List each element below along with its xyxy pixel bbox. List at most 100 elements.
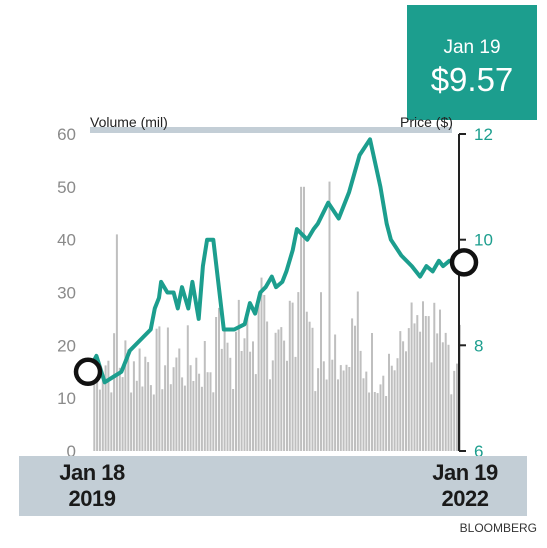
volume-bar [113, 333, 116, 451]
x-start-date: Jan 18 [59, 460, 125, 485]
volume-bar [390, 365, 393, 451]
volume-bar [311, 327, 314, 451]
volume-bar [169, 384, 172, 451]
volume-bar [263, 295, 266, 451]
right-tick-label: 8 [474, 336, 483, 355]
volume-bar [127, 349, 130, 451]
volume-bar [147, 362, 150, 451]
volume-bar [212, 392, 215, 451]
volume-bar [297, 292, 300, 451]
volume-bar [118, 367, 121, 451]
volume-bar [300, 186, 303, 452]
volume-bar [308, 321, 311, 451]
price-line [86, 137, 466, 385]
volume-bar [192, 381, 195, 451]
volume-bar [354, 325, 356, 451]
left-tick-label: 60 [57, 125, 76, 144]
volume-bar [93, 361, 96, 451]
volume-bar [107, 360, 110, 451]
volume-bar [342, 370, 345, 451]
volume-bar [314, 391, 317, 451]
volume-bar [246, 312, 249, 451]
volume-bar [200, 386, 203, 451]
volume-bar [365, 371, 368, 451]
x-axis-band [19, 456, 527, 516]
volume-bar [181, 377, 184, 451]
left-tick-label: 40 [57, 231, 76, 250]
volume-bar [334, 334, 337, 451]
volume-bar [405, 351, 407, 451]
volume-bar [396, 358, 399, 451]
volume-bar [453, 370, 456, 451]
left-tick-label: 20 [57, 336, 76, 355]
volume-bar [240, 351, 243, 451]
volume-bar [450, 394, 453, 451]
volume-bar [223, 328, 226, 451]
volume-bar [439, 309, 441, 451]
volume-bar [271, 360, 274, 451]
volume-bar [132, 361, 135, 451]
volume-bar [359, 350, 362, 451]
volume-bar [257, 296, 260, 451]
volume-bar [362, 378, 365, 451]
volume-bar [186, 325, 189, 451]
volume-bar [249, 351, 252, 451]
volume-bar [124, 340, 127, 451]
left-tick-label: 50 [57, 178, 76, 197]
volume-bar [149, 385, 152, 451]
volume-bar [226, 342, 229, 451]
latest-price-callout: Jan 19 $9.57 [407, 5, 537, 120]
volume-bar [232, 389, 235, 451]
volume-bar [269, 379, 271, 451]
volume-bar [345, 364, 348, 451]
volume-bar [348, 367, 351, 451]
volume-bar [399, 331, 402, 451]
volume-bar [220, 348, 223, 451]
x-end-label: Jan 19 2022 [420, 460, 510, 512]
volume-bar [161, 389, 164, 451]
volume-bars [93, 181, 461, 452]
volume-bar [303, 186, 305, 452]
volume-bar [274, 332, 277, 451]
x-end-year: 2022 [441, 486, 489, 511]
volume-bar [424, 316, 427, 451]
volume-bar [209, 372, 212, 451]
header-rule [90, 127, 452, 133]
volume-bar [337, 379, 339, 451]
volume-bar [203, 341, 206, 451]
left-axis-title: Volume (mil) [90, 114, 168, 130]
volume-bar [379, 384, 382, 451]
volume-bar [158, 326, 161, 451]
volume-bar [183, 385, 186, 451]
volume-bar [376, 393, 379, 451]
source-credit: BLOOMBERG [459, 521, 537, 535]
volume-bar [433, 302, 436, 451]
volume-bar [198, 373, 201, 451]
left-tick-label: 30 [57, 284, 76, 303]
volume-bar [135, 380, 138, 451]
left-tick-label: 10 [57, 389, 76, 408]
volume-bar [320, 292, 322, 451]
volume-bar [164, 365, 167, 451]
volume-bar [178, 348, 181, 451]
volume-bar [229, 357, 232, 451]
volume-bar [441, 342, 444, 451]
volume-bar [252, 341, 254, 451]
price-marker [449, 248, 479, 277]
right-axis: 12 10 8 6 [458, 125, 493, 461]
volume-bar [266, 321, 269, 451]
volume-bar [286, 360, 288, 451]
volume-bar [121, 377, 124, 451]
volume-bar [152, 394, 155, 451]
volume-bar [407, 328, 410, 451]
volume-bar [155, 328, 158, 451]
volume-bar [419, 331, 422, 451]
volume-bar [427, 316, 430, 451]
volume-bar [175, 357, 178, 451]
volume-bar [371, 333, 373, 451]
right-tick-label: 10 [474, 231, 493, 250]
volume-bar [328, 181, 331, 451]
volume-bar [388, 353, 390, 451]
volume-bar [206, 372, 209, 451]
